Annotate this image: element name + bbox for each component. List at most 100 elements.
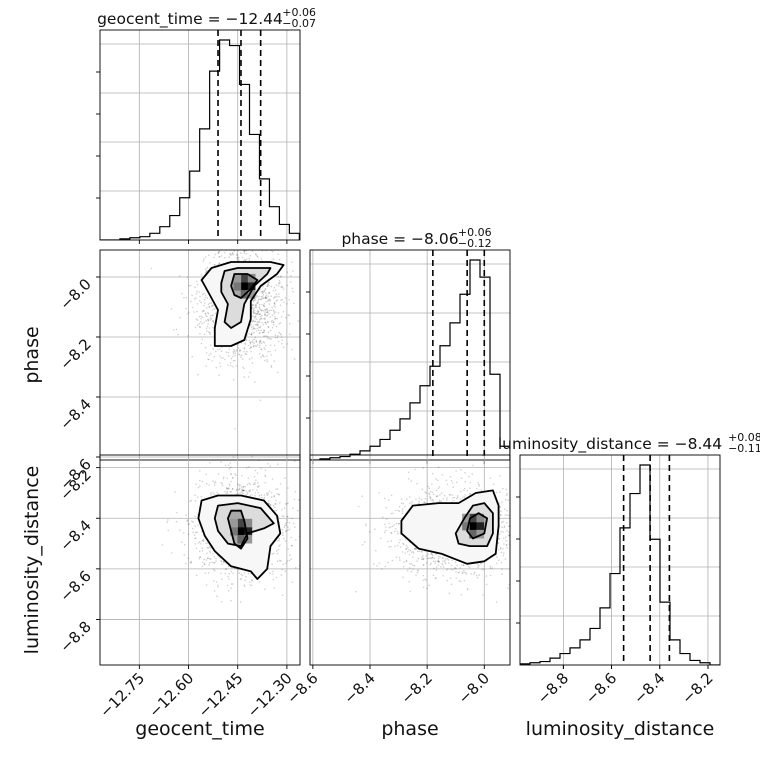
scatter-point [237,483,239,486]
scatter-point [398,556,401,559]
scatter-point [266,360,269,363]
scatter-point [469,566,471,569]
hist-luminosity_distance-area [520,455,720,665]
scatter-point [276,336,279,339]
scatter-point [274,349,277,351]
scatter-point [387,540,389,543]
scatter-point [222,560,225,563]
scatter-point [236,253,238,256]
scatter-point [242,489,244,492]
density-cell [469,529,477,539]
scatter-point [248,358,251,360]
scatter-point [277,463,279,466]
scatter-point [401,510,404,512]
scatter-point [225,568,228,570]
scatter-point [253,309,256,312]
contour-line-0 [197,494,282,580]
scatter-point [202,538,205,540]
scatter-point [388,526,391,529]
scatter-point [500,521,503,524]
scatter-point [238,487,241,490]
scatter-point [193,534,196,536]
scatter-point [544,501,546,503]
scatter-point [190,560,192,563]
scatter-point [282,310,285,313]
scatter-point [527,562,529,564]
scatter-point [202,539,204,542]
scatter-point [212,348,214,350]
scatter-point [226,487,228,490]
scatter-point [516,554,518,556]
scatter-point [262,297,264,300]
scatter-point [251,244,253,246]
scatter-point [273,587,276,589]
scatter-point [258,295,260,298]
scatter-point [229,252,232,255]
scatter-point [230,473,233,476]
scatter-point [248,482,250,485]
scatter-point [232,254,234,256]
scatter-point [204,346,207,349]
scatter-point [429,497,432,499]
scatter-point [497,542,500,544]
scatter-point [254,315,257,318]
scatter-point [301,496,303,498]
scatter-point [223,251,226,254]
scatter-point [236,254,238,256]
x-axis-label-geocent_time: geocent_time [135,718,264,740]
scatter-point [513,552,515,554]
scatter-point [196,496,199,499]
scatter-point [272,258,275,261]
scatter-point [446,499,448,501]
scatter-point [279,502,281,504]
y-tick-label: −8.2 [56,335,94,373]
scatter-point [264,297,266,299]
scatter-point [284,477,286,480]
scatter-point [278,323,281,325]
scatter-point [505,498,507,501]
scatter-point [460,468,462,471]
scatter-point [283,301,285,304]
scatter-point [460,490,462,493]
scatter-point [234,473,236,475]
scatter-point [245,339,248,341]
scatter-point [241,256,244,259]
scatter-point [228,589,230,592]
scatter-point [170,308,173,310]
scatter-point [393,524,396,526]
scatter-point [260,295,263,298]
y-axis-label-phase: phase [21,326,43,383]
scatter-point [260,348,263,351]
scatter-point [232,583,234,585]
scatter-point [268,284,270,287]
scatter-point [422,555,424,557]
scatter-point [206,325,209,328]
scatter-point [492,483,495,486]
scatter-point [469,493,471,495]
scatter-point [449,493,452,496]
scatter-point [226,491,229,494]
scatter-point [277,312,280,314]
scatter-point [209,331,211,334]
scatter-point [209,314,212,317]
scatter-point [246,483,249,486]
scatter-point [294,490,297,493]
scatter-point [252,341,254,344]
scatter-point [213,264,215,266]
scatter-point [259,341,262,343]
scatter-point [258,459,260,461]
scatter-point [226,584,229,587]
scatter-point [458,580,460,582]
pair-geocent_time-phase-area [100,244,300,460]
y-tick-label: −8.8 [56,618,94,656]
scatter-point [193,311,195,313]
scatter-point [429,557,432,560]
scatter-point [181,292,183,295]
scatter-point [281,286,284,289]
title-main: luminosity_distance = −8.44 [498,435,722,454]
scatter-point [228,256,231,258]
scatter-point [388,499,390,501]
scatter-point [218,251,220,253]
scatter-point [268,490,271,492]
scatter-point [463,579,466,582]
